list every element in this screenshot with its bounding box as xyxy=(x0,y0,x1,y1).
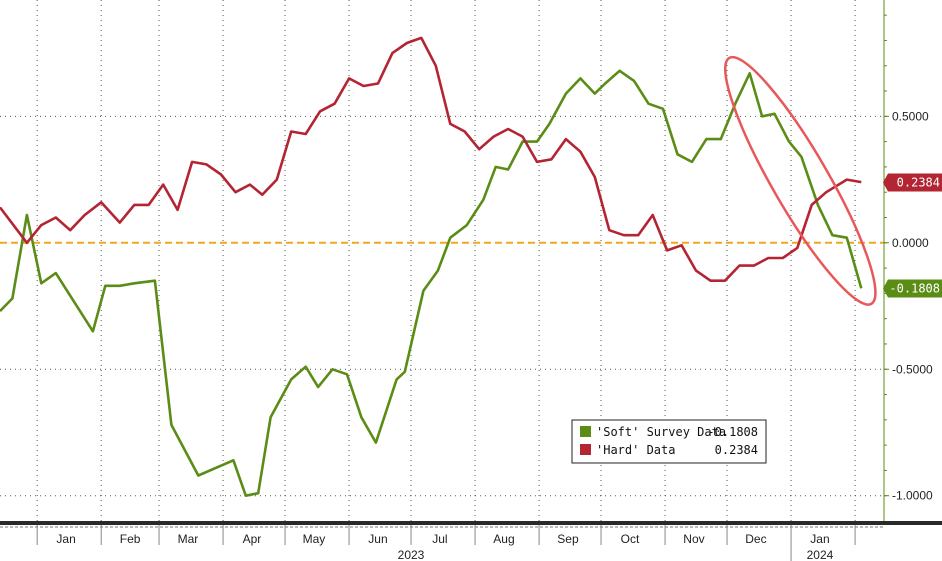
x-tick-label: Jun xyxy=(368,532,387,546)
legend-swatch-hard xyxy=(580,444,591,455)
legend: 'Soft' Survey Data -0.1808 'Hard' Data 0… xyxy=(571,419,767,464)
series-line-0 xyxy=(0,69,863,498)
x-year-label: 2024 xyxy=(807,548,834,561)
x-axis: Jan Feb Mar Apr May Jun Jul Aug Sep Oct Nov Dec Jan 2… xyxy=(0,521,942,561)
x-tick-label: May xyxy=(303,532,326,546)
y-tick-label: 0.0000 xyxy=(892,236,929,250)
x-year-label: 2023 xyxy=(398,548,425,561)
legend-value-soft: -0.1808 xyxy=(707,425,758,439)
x-tick-label: Jul xyxy=(432,532,447,546)
last-value-tag-1 xyxy=(883,173,942,192)
x-tick-label: Jan xyxy=(56,532,75,546)
x-tick-label: Sep xyxy=(557,532,579,546)
last-value-tag-0 xyxy=(883,279,942,298)
legend-label-soft: 'Soft' Survey Data xyxy=(596,425,726,439)
x-tick-label: Jan xyxy=(810,532,829,546)
x-tick-label: Apr xyxy=(243,532,262,546)
highlight-ellipse xyxy=(724,55,877,306)
legend-label-hard: 'Hard' Data xyxy=(596,443,675,457)
gridlines xyxy=(0,0,884,521)
x-tick-label: Feb xyxy=(120,532,141,546)
series-layer xyxy=(0,36,863,498)
y-tick-label: 0.5000 xyxy=(892,109,929,123)
x-tick-label: Mar xyxy=(178,532,199,546)
x-tick-label: Oct xyxy=(621,532,640,546)
series-line-1 xyxy=(0,36,862,283)
legend-box xyxy=(571,419,767,464)
x-tick-label: Nov xyxy=(683,532,704,546)
y-axis: 0.5000 0.0000 -0.5000 -1.0000 xyxy=(883,0,933,521)
last-value-label-1: 0.2384 xyxy=(897,176,940,190)
legend-value-hard: 0.2384 xyxy=(715,443,758,457)
legend-swatch-soft xyxy=(580,426,591,437)
x-axis-band xyxy=(0,521,884,525)
last-value-tags: -0.1808 0.2384 xyxy=(883,173,942,298)
x-tick-label: Dec xyxy=(745,532,766,546)
x-axis-band-right xyxy=(884,521,942,525)
x-tick-label: Aug xyxy=(493,532,514,546)
y-tick-label: -1.0000 xyxy=(892,489,933,503)
last-value-label-0: -0.1808 xyxy=(889,282,940,296)
y-tick-label: -0.5000 xyxy=(892,362,933,376)
